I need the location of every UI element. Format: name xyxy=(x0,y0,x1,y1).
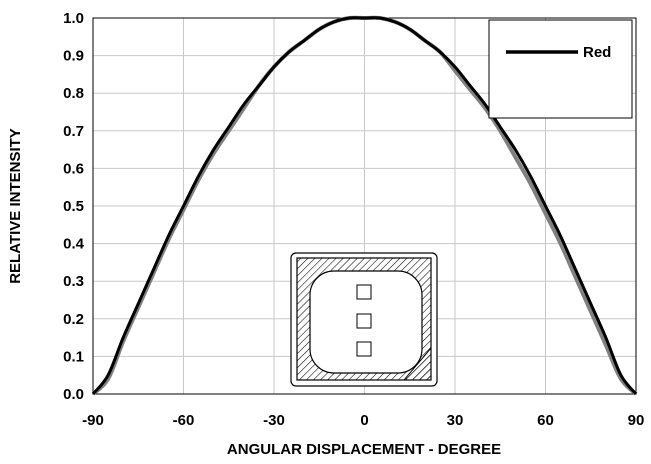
led-package-outline-illustration xyxy=(290,252,438,387)
chip-bottom xyxy=(356,341,372,357)
y-tick-label: 0.4 xyxy=(63,236,85,253)
x-tick-label: -30 xyxy=(263,412,285,429)
x-tick-label: 30 xyxy=(447,412,464,429)
legend: Red xyxy=(488,19,633,119)
y-tick-label: 0.7 xyxy=(63,123,84,140)
y-tick-label: 0.8 xyxy=(63,85,84,102)
x-tick-label: 90 xyxy=(628,412,645,429)
x-tick-label: -90 xyxy=(82,412,104,429)
y-tick-label: 0.0 xyxy=(63,386,84,403)
y-tick-labels: 0.0 0.1 0.2 0.3 0.4 0.5 0.6 0.7 0.8 0.9 1.0 xyxy=(63,10,85,403)
series-line-0 xyxy=(91,16,638,395)
polarity-corner-mark xyxy=(402,346,432,381)
series-layer xyxy=(91,15,638,396)
x-tick-label: 0 xyxy=(360,412,368,429)
legend-label-red: Red xyxy=(583,44,611,61)
y-tick-label: 0.1 xyxy=(63,348,84,365)
legend-box xyxy=(488,19,633,119)
x-axis-title: ANGULAR DISPLACEMENT - DEGREE xyxy=(227,441,501,458)
y-tick-label: 0.3 xyxy=(63,273,84,290)
y-tick-label: 0.6 xyxy=(63,160,84,177)
y-tick-label: 0.9 xyxy=(63,48,84,65)
y-axis-title: RELATIVE INTENSITY xyxy=(7,128,24,284)
chip-top xyxy=(356,284,372,300)
y-tick-label: 0.5 xyxy=(63,198,84,215)
x-tick-label: 60 xyxy=(537,412,554,429)
y-tick-label: 0.2 xyxy=(63,311,84,328)
x-tick-label: -60 xyxy=(173,412,195,429)
x-tick-labels: -90 -60 -30 0 30 60 90 xyxy=(82,412,644,429)
y-tick-label: 1.0 xyxy=(63,10,84,27)
chip-middle xyxy=(356,313,372,329)
